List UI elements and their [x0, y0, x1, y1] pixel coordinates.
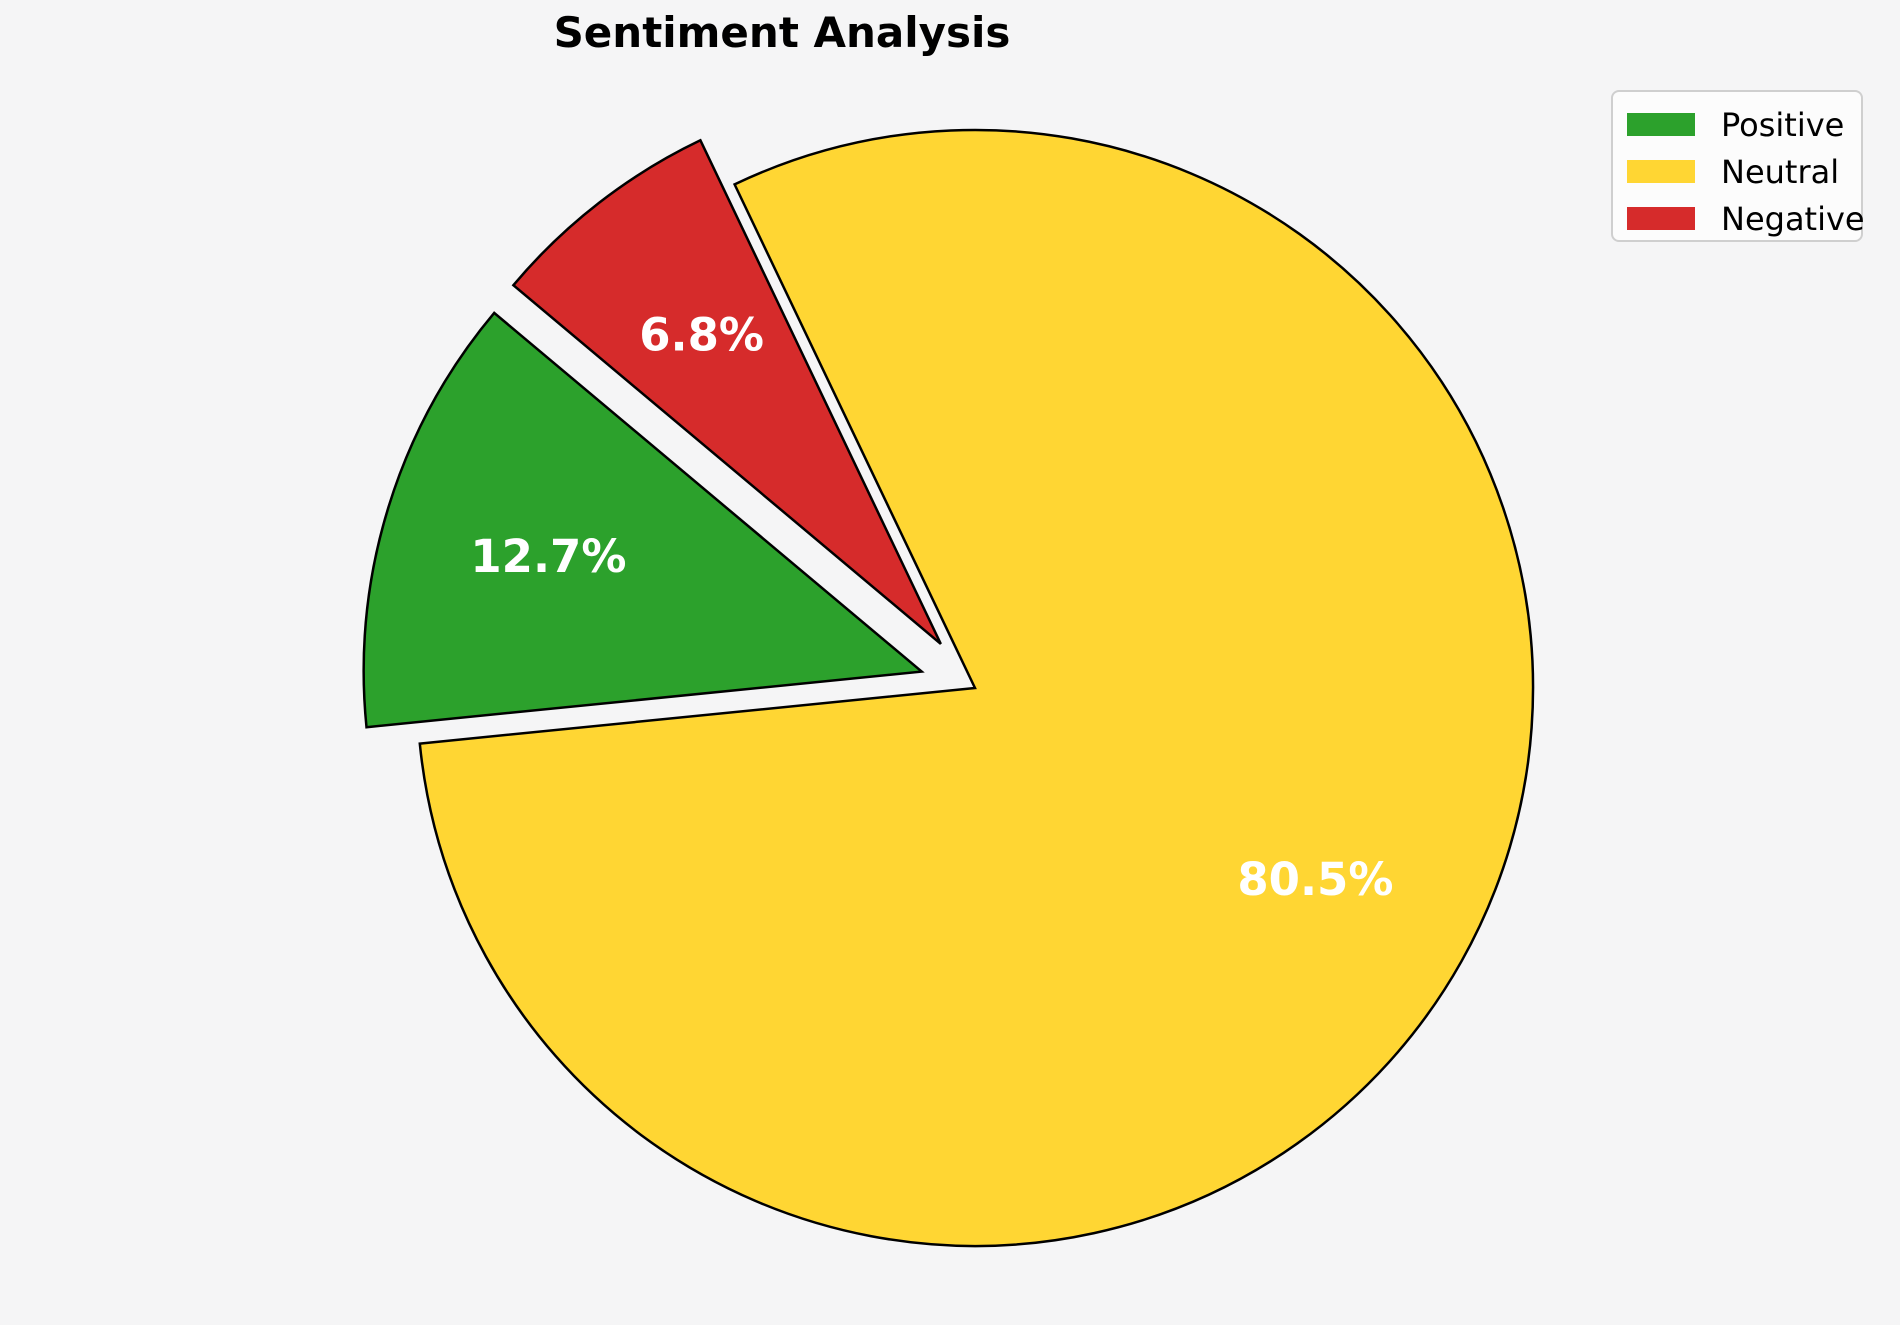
legend-swatch-negative: [1627, 207, 1695, 230]
legend-item-neutral: Neutral: [1627, 150, 1861, 193]
legend-box: Positive Neutral Negative: [1611, 90, 1865, 242]
pie-label-positive: 12.7%: [470, 530, 626, 583]
pie-slice-positive: [362, 311, 925, 729]
legend-item-positive: Positive: [1627, 103, 1861, 146]
legend-swatch-positive: [1627, 113, 1695, 136]
legend-label-positive: Positive: [1721, 105, 1845, 144]
pie-label-negative: 6.8%: [639, 309, 764, 362]
legend-swatch-neutral: [1627, 160, 1695, 183]
pie-slice-negative: [511, 138, 942, 645]
legend-label-neutral: Neutral: [1721, 152, 1840, 191]
pie-label-neutral: 80.5%: [1237, 853, 1393, 906]
legend-label-negative: Negative: [1721, 199, 1865, 238]
pie-slice-neutral: [418, 128, 1535, 1248]
chart-title: Sentiment Analysis: [553, 8, 1011, 57]
legend-item-negative: Negative: [1627, 197, 1865, 240]
